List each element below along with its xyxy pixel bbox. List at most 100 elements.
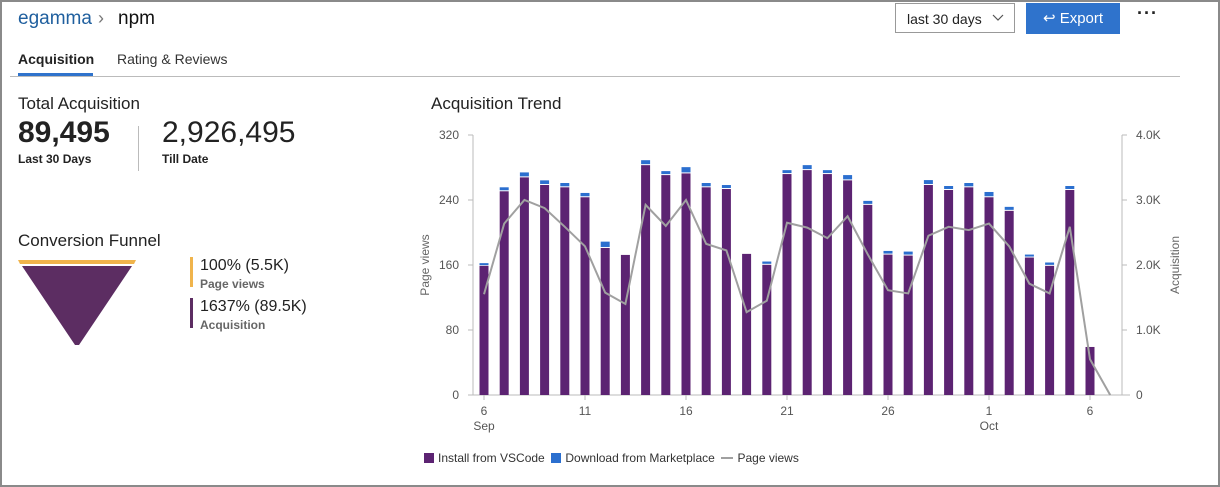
funnel-graphic xyxy=(18,260,136,345)
page-views-legend-bar xyxy=(190,257,193,287)
legend-download[interactable]: Download from Marketplace xyxy=(551,451,715,465)
bar-install xyxy=(762,264,772,395)
legend-install[interactable]: Install from VSCode xyxy=(424,451,545,465)
download-swatch-icon xyxy=(551,453,562,463)
bar-install xyxy=(964,187,974,395)
bar-install xyxy=(883,254,893,395)
bar-install xyxy=(479,265,489,395)
more-options-icon[interactable]: ··· xyxy=(1137,3,1158,23)
x-tick-sublabel: Oct xyxy=(980,419,999,433)
breadcrumb-package: npm xyxy=(118,8,155,29)
bar-download xyxy=(721,185,731,189)
date-range-dropdown[interactable]: last 30 days xyxy=(895,3,1015,33)
bar-download xyxy=(923,180,933,184)
page-views-line xyxy=(483,198,1112,396)
export-label: Export xyxy=(1059,10,1104,27)
bar-install xyxy=(742,253,752,395)
bar-install xyxy=(802,170,812,395)
bar-install xyxy=(822,174,832,395)
y-right-tick-label: 2.0K xyxy=(1136,258,1161,272)
bar-download xyxy=(903,251,913,255)
breadcrumb-chevron-icon: › xyxy=(98,8,104,28)
bar-install xyxy=(1024,257,1034,395)
tab-rating-reviews[interactable]: Rating & Reviews xyxy=(117,51,228,67)
bar-install xyxy=(701,187,711,395)
bar-install xyxy=(923,184,933,395)
funnel-page-views-value: 100% (5.5K) xyxy=(200,257,289,274)
export-arrow-icon: ↩ xyxy=(1042,10,1060,27)
x-tick-label: 21 xyxy=(780,404,794,418)
bar-download xyxy=(479,263,489,266)
funnel-acquisition-label: Acquisition xyxy=(200,318,266,332)
bar-download xyxy=(1004,206,1014,210)
bar-install xyxy=(984,197,994,395)
bar-install xyxy=(863,204,873,395)
stat-divider xyxy=(138,126,139,171)
funnel-acquisition-triangle xyxy=(22,266,132,345)
bar-download xyxy=(519,172,529,177)
bar-install xyxy=(519,177,529,395)
y-left-axis-label: Page views xyxy=(418,234,432,295)
bar-download xyxy=(701,183,711,187)
legend-pageviews[interactable]: Page views xyxy=(721,451,799,465)
bar-download xyxy=(802,165,812,170)
y-left-tick-label: 240 xyxy=(439,193,459,207)
install-swatch-icon xyxy=(424,453,434,463)
breadcrumb-org-link[interactable]: egamma xyxy=(18,8,92,29)
y-left-tick-label: 80 xyxy=(446,323,460,337)
conversion-funnel-title: Conversion Funnel xyxy=(18,231,161,250)
bar-download xyxy=(641,160,651,165)
y-left-tick-label: 0 xyxy=(452,388,459,402)
bar-download xyxy=(782,170,792,174)
x-tick-label: 26 xyxy=(881,404,895,418)
bar-install xyxy=(1085,346,1095,395)
bar-install xyxy=(1004,210,1014,395)
legend-install-label: Install from VSCode xyxy=(438,451,545,465)
bar-install xyxy=(1065,189,1075,395)
bar-install xyxy=(944,189,954,395)
tab-acquisition[interactable]: Acquisition xyxy=(18,51,95,67)
till-date-label: Till Date xyxy=(162,152,209,166)
bar-install xyxy=(843,180,853,395)
bar-download xyxy=(822,170,832,174)
y-right-tick-label: 1.0K xyxy=(1136,323,1161,337)
chart-legend: Install from VSCode Download from Market… xyxy=(424,451,799,465)
bar-download xyxy=(762,261,772,264)
x-tick-label: 1 xyxy=(986,404,993,418)
bar-install xyxy=(540,184,550,395)
bar-download xyxy=(964,183,974,187)
bar-install xyxy=(499,191,509,395)
tab-divider xyxy=(10,76,1180,77)
x-tick-label: 6 xyxy=(1087,404,1094,418)
date-range-value: last 30 days xyxy=(907,11,982,27)
funnel-page-views-label: Page views xyxy=(200,277,265,291)
bar-install xyxy=(721,189,731,395)
bar-download xyxy=(560,183,570,187)
bar-download xyxy=(540,180,550,184)
funnel-page-views-band xyxy=(18,260,136,264)
bar-download xyxy=(944,186,954,189)
chart-title: Acquisition Trend xyxy=(431,94,562,113)
bar-install xyxy=(580,197,590,395)
bar-download xyxy=(661,171,671,175)
bar-download xyxy=(843,175,853,180)
bar-install xyxy=(1045,265,1055,395)
acquisition-legend-bar xyxy=(190,298,193,328)
bar-download xyxy=(883,250,893,254)
x-tick-label: 6 xyxy=(481,404,488,418)
bar-download xyxy=(1045,262,1055,265)
export-button[interactable]: ↩ Export xyxy=(1026,3,1120,34)
bar-download xyxy=(1024,254,1034,257)
bar-download xyxy=(499,187,509,191)
bar-download xyxy=(984,191,994,197)
y-left-tick-label: 160 xyxy=(439,258,459,272)
last-30-days-label: Last 30 Days xyxy=(18,152,92,166)
y-right-axis-label: Acquisition xyxy=(1168,236,1182,294)
y-right-tick-label: 4.0K xyxy=(1136,128,1161,142)
chevron-down-icon xyxy=(992,3,1004,44)
legend-download-label: Download from Marketplace xyxy=(565,451,715,465)
bar-download xyxy=(600,241,610,247)
bar-download xyxy=(863,200,873,204)
